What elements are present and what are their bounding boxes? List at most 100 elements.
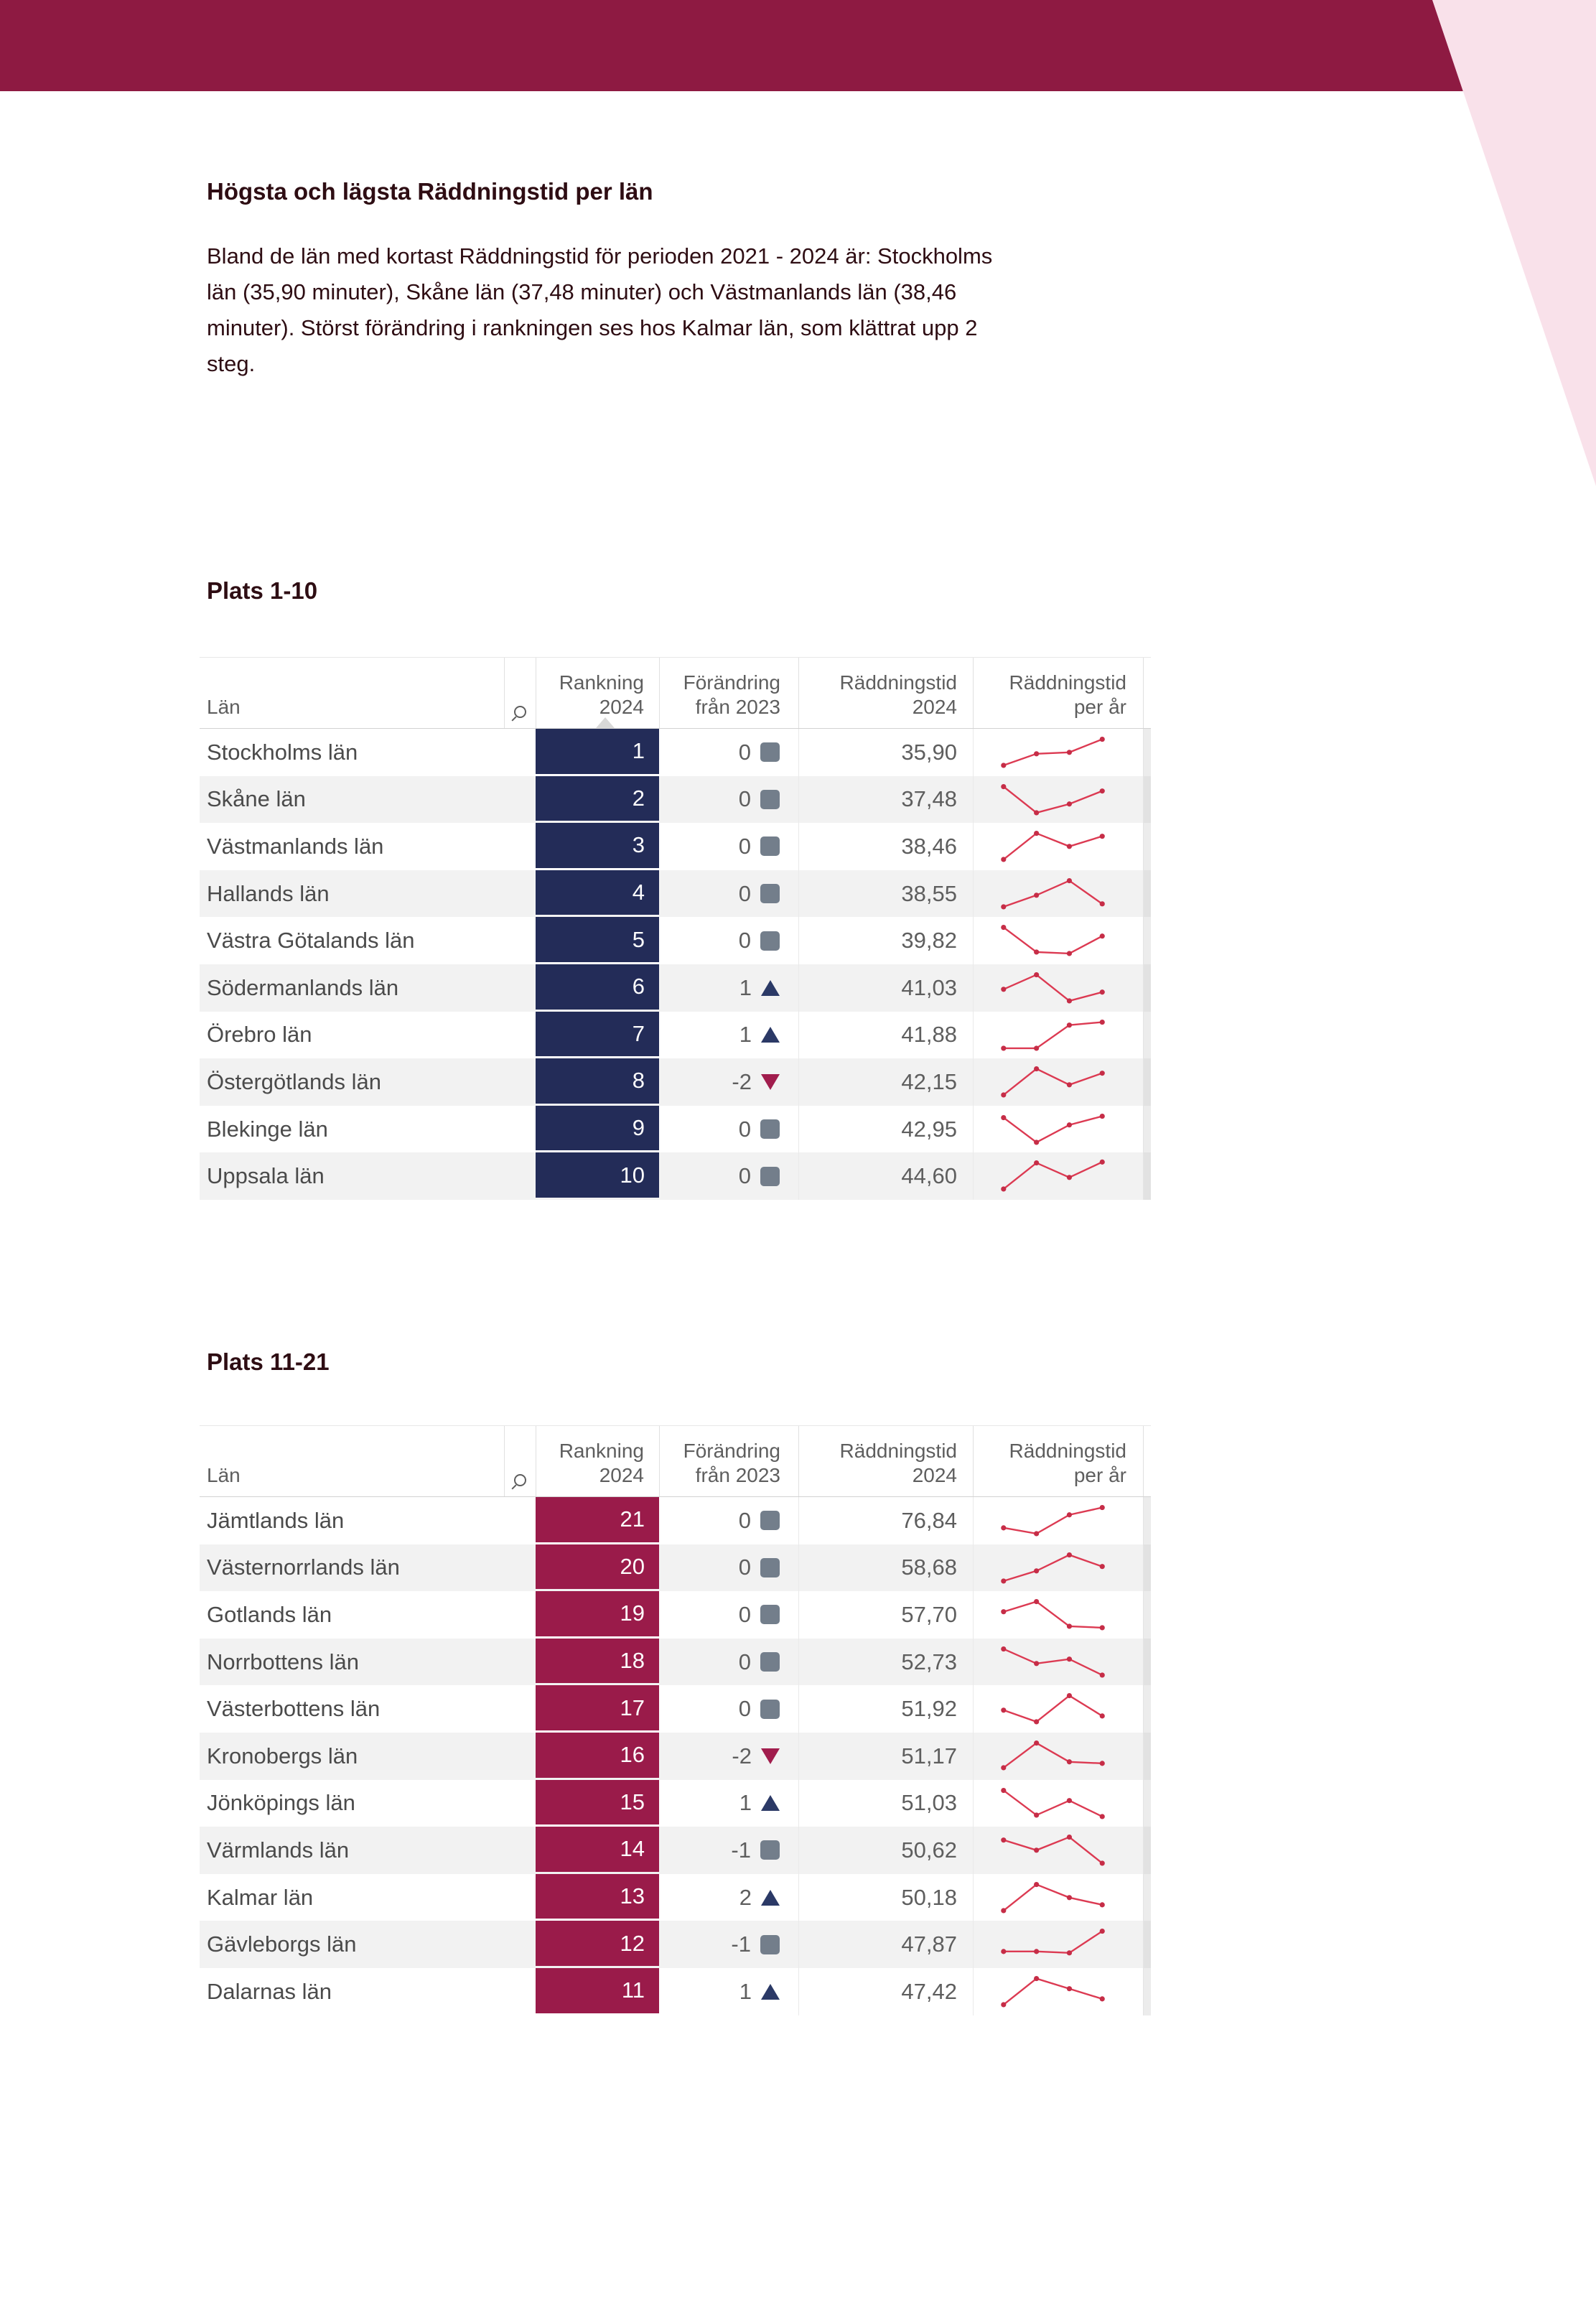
up-triangle-icon xyxy=(761,1027,780,1043)
scrollbar-track[interactable] xyxy=(1143,775,1151,824)
change-cell: 0 xyxy=(659,776,798,824)
lan-cell: Kalmar län xyxy=(207,1884,314,1910)
sparkline-chart xyxy=(973,1732,1143,1780)
scrollbar-track[interactable] xyxy=(1143,729,1151,776)
change-cell: -1 xyxy=(659,1921,798,1968)
column-header-lan[interactable]: Län xyxy=(207,1464,241,1486)
stable-square-icon xyxy=(760,1511,780,1531)
rank-cell: 21 xyxy=(536,1497,659,1544)
column-header-time[interactable]: Räddningstid 2024 xyxy=(798,658,973,728)
scrollbar-track[interactable] xyxy=(1143,1544,1151,1592)
rank-cell: 16 xyxy=(536,1732,659,1780)
rank-badge: 21 xyxy=(536,1497,659,1542)
scrollbar-track[interactable] xyxy=(1143,1105,1151,1153)
table-rows: Stockholms län 1 0 35,90 Skåne län 2 0 37,48 Väs… xyxy=(200,729,1151,1200)
rank-cell: 19 xyxy=(536,1591,659,1639)
column-header-time[interactable]: Räddningstid 2024 xyxy=(798,1426,973,1496)
scrollbar-track[interactable] xyxy=(1143,964,1151,1012)
section-heading-plats-1-10: Plats 1-10 xyxy=(207,577,318,604)
stable-square-icon xyxy=(760,1119,780,1139)
table-row[interactable]: Stockholms län 1 0 35,90 xyxy=(200,729,1151,776)
change-cell: 0 xyxy=(659,1544,798,1592)
column-header-rank[interactable]: Rankning 2024 xyxy=(536,1426,659,1496)
table-row[interactable]: Östergötlands län 8 -2 42,15 xyxy=(200,1058,1151,1106)
header-strip-spacer xyxy=(1143,658,1151,728)
scrollbar-track[interactable] xyxy=(1143,1967,1151,2015)
scrollbar-track[interactable] xyxy=(1143,1921,1151,1968)
table-row[interactable]: Norrbottens län 18 0 52,73 xyxy=(200,1638,1151,1686)
table-row[interactable]: Västmanlands län 3 0 38,46 xyxy=(200,823,1151,870)
rank-cell: 14 xyxy=(536,1827,659,1874)
lan-cell: Jönköpings län xyxy=(207,1790,355,1816)
lan-cell: Hallands län xyxy=(207,880,330,906)
table-row[interactable]: Jönköpings län 15 1 51,03 xyxy=(200,1779,1151,1827)
scrollbar-track[interactable] xyxy=(1143,1779,1151,1827)
scrollbar-track[interactable] xyxy=(1143,1638,1151,1686)
scrollbar-track[interactable] xyxy=(1143,823,1151,870)
scrollbar-track[interactable] xyxy=(1143,1827,1151,1874)
scrollbar-track[interactable] xyxy=(1143,870,1151,918)
ranking-table-top: Län Rankning 2024 Förändring från 2023 Räddni… xyxy=(200,657,1151,1200)
search-column-header xyxy=(504,658,536,728)
scrollbar-track[interactable] xyxy=(1143,1873,1151,1921)
scrollbar-track[interactable] xyxy=(1143,1732,1151,1780)
table-row[interactable]: Västra Götalands län 5 0 39,82 xyxy=(200,917,1151,964)
column-header-per_year[interactable]: Räddningstid per år xyxy=(973,1426,1143,1496)
table-row[interactable]: Västerbottens län 17 0 51,92 xyxy=(200,1685,1151,1733)
time-cell: 38,46 xyxy=(798,823,973,870)
intro-paragraph: Bland de län med kortast Räddningstid fö… xyxy=(207,238,992,382)
scrollbar-track[interactable] xyxy=(1143,1058,1151,1106)
table-row[interactable]: Gävleborgs län 12 -1 47,87 xyxy=(200,1921,1151,1968)
scrollbar-track[interactable] xyxy=(1143,917,1151,964)
time-cell: 41,03 xyxy=(798,964,973,1012)
time-cell: 42,15 xyxy=(798,1058,973,1106)
table-row[interactable]: Värmlands län 14 -1 50,62 xyxy=(200,1827,1151,1874)
sparkline-chart xyxy=(973,1152,1143,1200)
table-row[interactable]: Kalmar län 13 2 50,18 xyxy=(200,1873,1151,1921)
time-cell: 35,90 xyxy=(798,729,973,776)
stable-square-icon xyxy=(760,1166,780,1186)
change-cell: 1 xyxy=(659,1012,798,1059)
sort-ascending-indicator[interactable] xyxy=(596,717,615,728)
scrollbar-track[interactable] xyxy=(1143,1685,1151,1733)
table-row[interactable]: Skåne län 2 0 37,48 xyxy=(200,775,1151,824)
time-cell: 50,18 xyxy=(798,1873,973,1921)
scrollbar-track[interactable] xyxy=(1143,1152,1151,1200)
search-column-header xyxy=(504,1426,536,1496)
table-row[interactable]: Hallands län 4 0 38,55 xyxy=(200,870,1151,918)
table-row[interactable]: Gotlands län 19 0 57,70 xyxy=(200,1591,1151,1639)
section-heading-plats-11-21: Plats 11-21 xyxy=(207,1348,330,1375)
table-row[interactable]: Västernorrlands län 20 0 58,68 xyxy=(200,1544,1151,1592)
change-cell: 1 xyxy=(659,1780,798,1827)
table-row[interactable]: Örebro län 7 1 41,88 xyxy=(200,1011,1151,1059)
lan-cell: Värmlands län xyxy=(207,1837,350,1863)
search-icon[interactable] xyxy=(514,1474,526,1486)
scrollbar-track[interactable] xyxy=(1143,1591,1151,1639)
change-cell: 1 xyxy=(659,964,798,1012)
column-header-change[interactable]: Förändring från 2023 xyxy=(659,658,798,728)
column-header-per_year[interactable]: Räddningstid per år xyxy=(973,658,1143,728)
time-cell: 44,60 xyxy=(798,1152,973,1200)
lan-cell: Stockholms län xyxy=(207,739,358,765)
change-cell: 0 xyxy=(659,1106,798,1153)
table-row[interactable]: Jämtlands län 21 0 76,84 xyxy=(200,1497,1151,1544)
column-header-change[interactable]: Förändring från 2023 xyxy=(659,1426,798,1496)
lan-cell: Västmanlands län xyxy=(207,833,384,859)
table-row[interactable]: Blekinge län 9 0 42,95 xyxy=(200,1105,1151,1153)
table-row[interactable]: Dalarnas län 11 1 47,42 xyxy=(200,1967,1151,2015)
intro-line: Bland de län med kortast Räddningstid fö… xyxy=(207,243,993,269)
rank-badge: 6 xyxy=(536,964,659,1010)
rank-cell: 18 xyxy=(536,1638,659,1686)
column-header-rank[interactable]: Rankning 2024 xyxy=(536,658,659,728)
search-icon[interactable] xyxy=(514,706,526,718)
sparkline-chart xyxy=(973,1873,1143,1921)
change-cell: 0 xyxy=(659,1639,798,1686)
scrollbar-track[interactable] xyxy=(1143,1497,1151,1544)
scrollbar-track[interactable] xyxy=(1143,1011,1151,1059)
time-cell: 51,03 xyxy=(798,1779,973,1827)
column-header-lan[interactable]: Län xyxy=(207,696,241,718)
table-row[interactable]: Uppsala län 10 0 44,60 xyxy=(200,1152,1151,1200)
table-row[interactable]: Kronobergs län 16 -2 51,17 xyxy=(200,1732,1151,1780)
table-row[interactable]: Södermanlands län 6 1 41,03 xyxy=(200,964,1151,1012)
change-cell: 0 xyxy=(659,917,798,964)
